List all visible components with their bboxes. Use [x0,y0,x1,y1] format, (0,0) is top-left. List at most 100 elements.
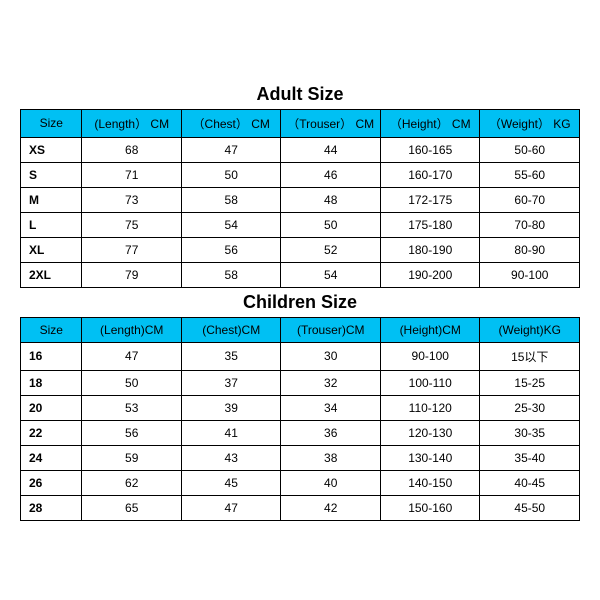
table-cell: 15以下 [480,342,580,370]
table-cell: 58 [181,262,281,287]
table-cell: 40-45 [480,470,580,495]
table-cell: 140-150 [380,470,480,495]
table-cell: 25-30 [480,395,580,420]
table-row: 22564136120-13030-35 [21,420,580,445]
table-row: 28654742150-16045-50 [21,495,580,520]
table-cell: 38 [281,445,381,470]
children-col-weight: (Weight)KG [480,317,580,342]
table-cell: M [21,187,82,212]
table-cell: 18 [21,370,82,395]
table-cell: XL [21,237,82,262]
children-header-row: Size (Length)CM (Chest)CM (Trouser)CM (H… [21,317,580,342]
table-cell: 28 [21,495,82,520]
table-cell: 50 [181,162,281,187]
table-cell: 45 [181,470,281,495]
adult-size-table: Size (Length） CM （Chest） CM （Trouser） CM… [20,109,580,288]
adult-col-trouser: （Trouser） CM [281,109,381,137]
adult-col-length: (Length） CM [82,109,182,137]
table-cell: 55-60 [480,162,580,187]
table-row: XS684744160-16550-60 [21,137,580,162]
table-cell: 15-25 [480,370,580,395]
adult-col-chest: （Chest） CM [181,109,281,137]
table-cell: 90-100 [380,342,480,370]
size-chart-container: Adult Size Size (Length） CM （Chest） CM （… [20,80,580,521]
table-cell: 73 [82,187,182,212]
table-cell: 68 [82,137,182,162]
children-col-trouser: (Trouser)CM [281,317,381,342]
table-cell: 54 [181,212,281,237]
table-cell: 47 [181,137,281,162]
children-col-chest: (Chest)CM [181,317,281,342]
table-cell: 56 [82,420,182,445]
table-cell: 79 [82,262,182,287]
adult-col-size: Size [21,109,82,137]
table-cell: 20 [21,395,82,420]
table-row: 1647353090-10015以下 [21,342,580,370]
adult-col-weight: （Weight） KG [480,109,580,137]
table-row: S715046160-17055-60 [21,162,580,187]
adult-header-row: Size (Length） CM （Chest） CM （Trouser） CM… [21,109,580,137]
table-cell: 43 [181,445,281,470]
table-cell: 50 [82,370,182,395]
table-cell: 44 [281,137,381,162]
table-cell: 45-50 [480,495,580,520]
children-col-size: Size [21,317,82,342]
adult-col-height: （Height） CM [380,109,480,137]
table-cell: 37 [181,370,281,395]
table-cell: 30 [281,342,381,370]
table-cell: 160-170 [380,162,480,187]
children-tbody: 1647353090-10015以下18503732100-11015-2520… [21,342,580,520]
table-row: 24594338130-14035-40 [21,445,580,470]
table-cell: 35-40 [480,445,580,470]
table-cell: 52 [281,237,381,262]
table-cell: S [21,162,82,187]
table-cell: 41 [181,420,281,445]
adult-title: Adult Size [20,80,580,109]
table-cell: 77 [82,237,182,262]
table-cell: 24 [21,445,82,470]
children-size-table: Size (Length)CM (Chest)CM (Trouser)CM (H… [20,317,580,521]
table-cell: 59 [82,445,182,470]
table-cell: 53 [82,395,182,420]
children-col-length: (Length)CM [82,317,182,342]
table-row: L755450175-18070-80 [21,212,580,237]
table-cell: 70-80 [480,212,580,237]
table-cell: 26 [21,470,82,495]
table-cell: 54 [281,262,381,287]
table-cell: 65 [82,495,182,520]
table-cell: 172-175 [380,187,480,212]
table-cell: 32 [281,370,381,395]
table-row: 2XL795854190-20090-100 [21,262,580,287]
table-cell: 120-130 [380,420,480,445]
children-col-height: (Height)CM [380,317,480,342]
table-cell: 110-120 [380,395,480,420]
table-cell: 150-160 [380,495,480,520]
table-cell: 175-180 [380,212,480,237]
table-cell: 130-140 [380,445,480,470]
table-row: 18503732100-11015-25 [21,370,580,395]
table-cell: 46 [281,162,381,187]
table-cell: 42 [281,495,381,520]
table-cell: 190-200 [380,262,480,287]
table-cell: L [21,212,82,237]
table-cell: XS [21,137,82,162]
table-cell: 180-190 [380,237,480,262]
table-cell: 47 [82,342,182,370]
table-row: XL775652180-19080-90 [21,237,580,262]
children-title: Children Size [20,288,580,317]
table-cell: 56 [181,237,281,262]
table-row: 26624540140-15040-45 [21,470,580,495]
table-cell: 16 [21,342,82,370]
table-cell: 60-70 [480,187,580,212]
table-cell: 48 [281,187,381,212]
table-cell: 75 [82,212,182,237]
table-cell: 50-60 [480,137,580,162]
table-cell: 39 [181,395,281,420]
table-cell: 160-165 [380,137,480,162]
table-cell: 35 [181,342,281,370]
table-cell: 40 [281,470,381,495]
table-cell: 30-35 [480,420,580,445]
table-row: 20533934110-12025-30 [21,395,580,420]
table-row: M735848172-17560-70 [21,187,580,212]
table-cell: 90-100 [480,262,580,287]
